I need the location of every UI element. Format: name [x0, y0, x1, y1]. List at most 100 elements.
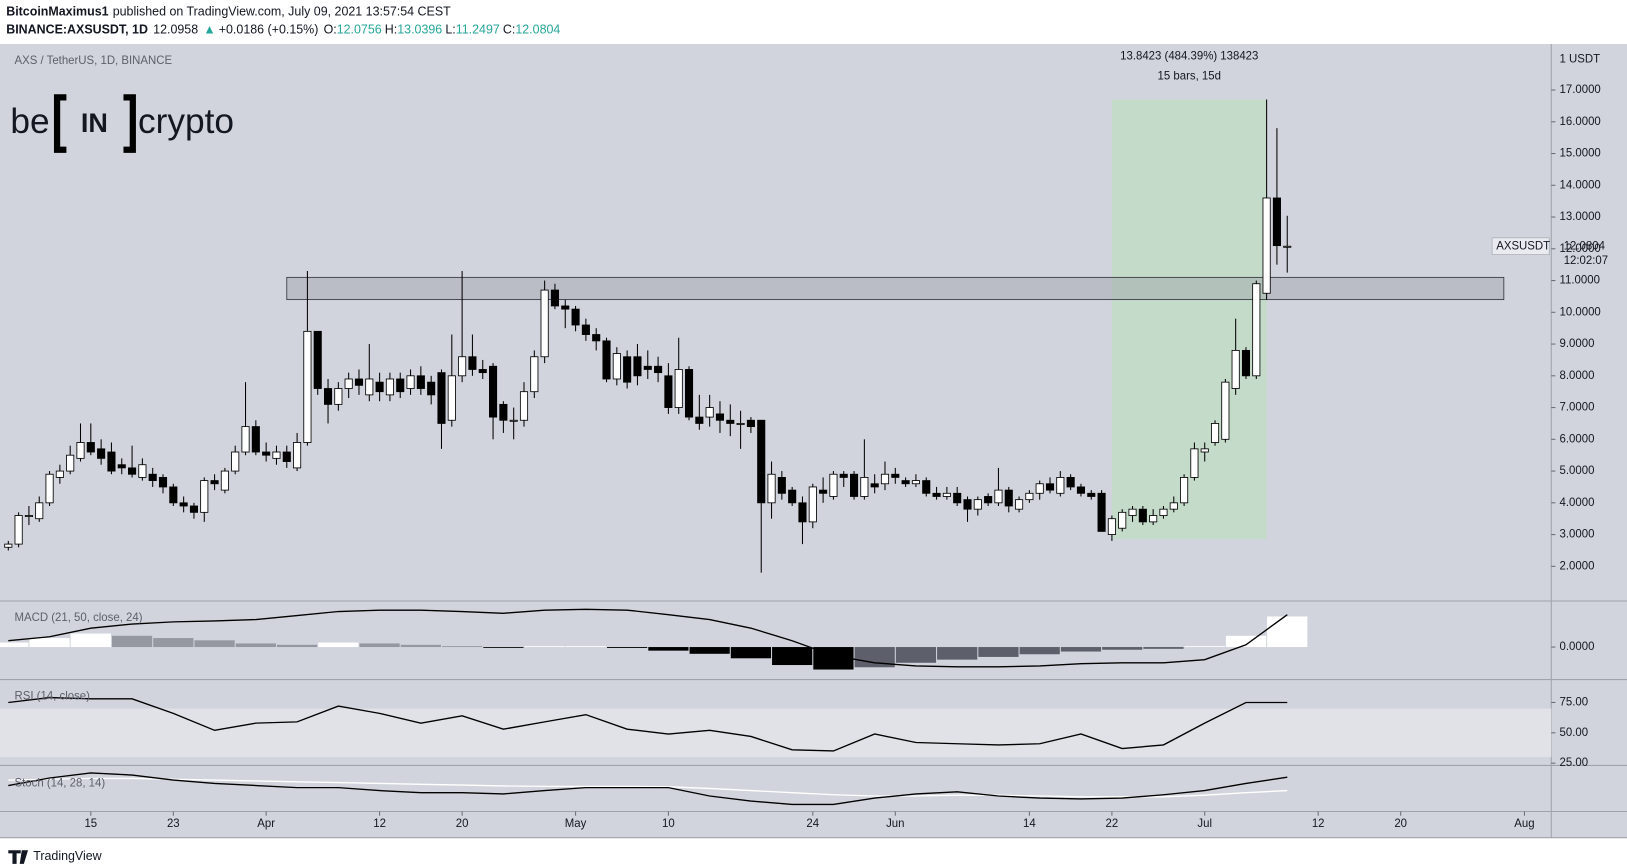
candle-body [313, 330, 322, 389]
y-tick-label: 0.0000 [1560, 641, 1595, 653]
candle-body [354, 378, 364, 386]
candle-body [179, 502, 188, 507]
candle-body [262, 451, 271, 456]
ohlc-value: 13.0396 [397, 23, 442, 37]
author: BitcoinMaximus1 [6, 5, 108, 19]
histogram-bar [937, 647, 978, 660]
measure-label: 13.8423 (484.39%) 138423 [1120, 51, 1258, 63]
resistance-zone [286, 276, 1505, 301]
candle-body [406, 375, 415, 389]
y-tick-label: 13.0000 [1560, 211, 1601, 223]
candle-body [272, 451, 281, 459]
ohlc-label: C: [503, 23, 515, 37]
candle-body [86, 442, 95, 453]
y-tick-label: 25.00 [1560, 757, 1589, 769]
candle-body [447, 375, 456, 421]
footer-icon [8, 850, 29, 864]
x-tick-label: 22 [1106, 818, 1119, 830]
x-tick-label: Apr [257, 818, 275, 830]
histogram-bar [400, 644, 441, 648]
pane-title: RSI (14, close) [15, 690, 91, 702]
histogram-bar [153, 638, 194, 648]
candle-body [736, 423, 745, 425]
candle-body [210, 480, 219, 485]
candle-body [746, 419, 755, 428]
candle-body [519, 391, 529, 421]
histogram-bar [978, 647, 1019, 657]
stoch-k-line [8, 772, 1288, 806]
axis-unit: 1 USDT [1560, 54, 1601, 66]
x-tick-label: 12 [1312, 818, 1325, 830]
x-tick-label: 23 [167, 818, 180, 830]
candle-body [323, 388, 333, 405]
stoch-d-line [8, 777, 1288, 798]
symbol: BINANCE:AXSUSDT, 1D [6, 23, 148, 37]
candle-body [1221, 381, 1230, 440]
x-tick-label: Aug [1514, 818, 1534, 830]
candle-body [14, 515, 23, 545]
symbol-tag: AXSUSDT [1496, 240, 1550, 252]
candle-body [158, 477, 168, 488]
candle-body [76, 442, 85, 459]
histogram-bar [1184, 646, 1225, 648]
x-tick-label: 24 [806, 818, 819, 830]
y-tick-label: 17.0000 [1560, 84, 1601, 96]
candle-body [385, 378, 394, 396]
x-tick-label: 20 [456, 818, 469, 830]
candle-body [1056, 477, 1065, 494]
histogram-bar [1102, 647, 1143, 650]
arrow: ▲ [203, 23, 215, 37]
candle-body [416, 375, 425, 389]
ohlc-label: O: [324, 23, 337, 37]
candle-body [808, 486, 817, 523]
symbol-line: BINANCE:AXSUSDT, 1D 12.0958 ▲ +0.0186 (+0.1… [6, 23, 560, 37]
candle-body [66, 454, 75, 472]
histogram-bar [235, 643, 276, 648]
candle-body [777, 477, 786, 494]
candle-body [1138, 508, 1147, 523]
candle-body [953, 492, 962, 504]
candle-body [581, 324, 590, 335]
candle-body [550, 289, 559, 307]
candle-body [561, 305, 570, 310]
candle-body [375, 381, 384, 393]
candle-body [365, 378, 374, 396]
y-tick-label: 2.0000 [1560, 560, 1595, 572]
candle-body [684, 369, 694, 418]
ohlc-label: L: [445, 23, 455, 37]
y-tick-label: 50.00 [1560, 727, 1589, 739]
histogram-bar [772, 647, 813, 666]
candle-body [1159, 508, 1168, 516]
candle-body [241, 426, 250, 453]
histogram-bar [565, 646, 606, 648]
histogram-bar [607, 647, 648, 648]
candle-body [860, 477, 869, 497]
logo-text: IN [81, 107, 108, 138]
candle-body [4, 543, 13, 548]
x-tick-label: 20 [1394, 818, 1407, 830]
candle-body [623, 356, 632, 383]
candle-body [1200, 448, 1209, 453]
candle-body [282, 451, 291, 462]
candle-body [1272, 197, 1281, 247]
candle-body [427, 381, 436, 396]
chart-background [0, 43, 1627, 838]
y-tick-label: 5.0000 [1560, 465, 1595, 477]
histogram-bar [1019, 647, 1060, 655]
candle-body [396, 378, 405, 393]
histogram-bar [689, 647, 730, 654]
candle-body [499, 403, 508, 421]
measure-range [1111, 99, 1267, 540]
candle-body [303, 330, 312, 443]
candle-body [1015, 499, 1024, 510]
candle-body [24, 515, 33, 517]
candle-body [654, 365, 663, 374]
candle-body [540, 289, 549, 358]
y-tick-label: 4.0000 [1560, 497, 1595, 509]
histogram-bar [276, 644, 318, 648]
x-tick-label: 14 [1023, 818, 1036, 830]
y-tick-label: 3.0000 [1560, 529, 1595, 541]
candle-body [612, 353, 621, 380]
candle-body [293, 442, 302, 469]
candle-body [1045, 483, 1055, 491]
